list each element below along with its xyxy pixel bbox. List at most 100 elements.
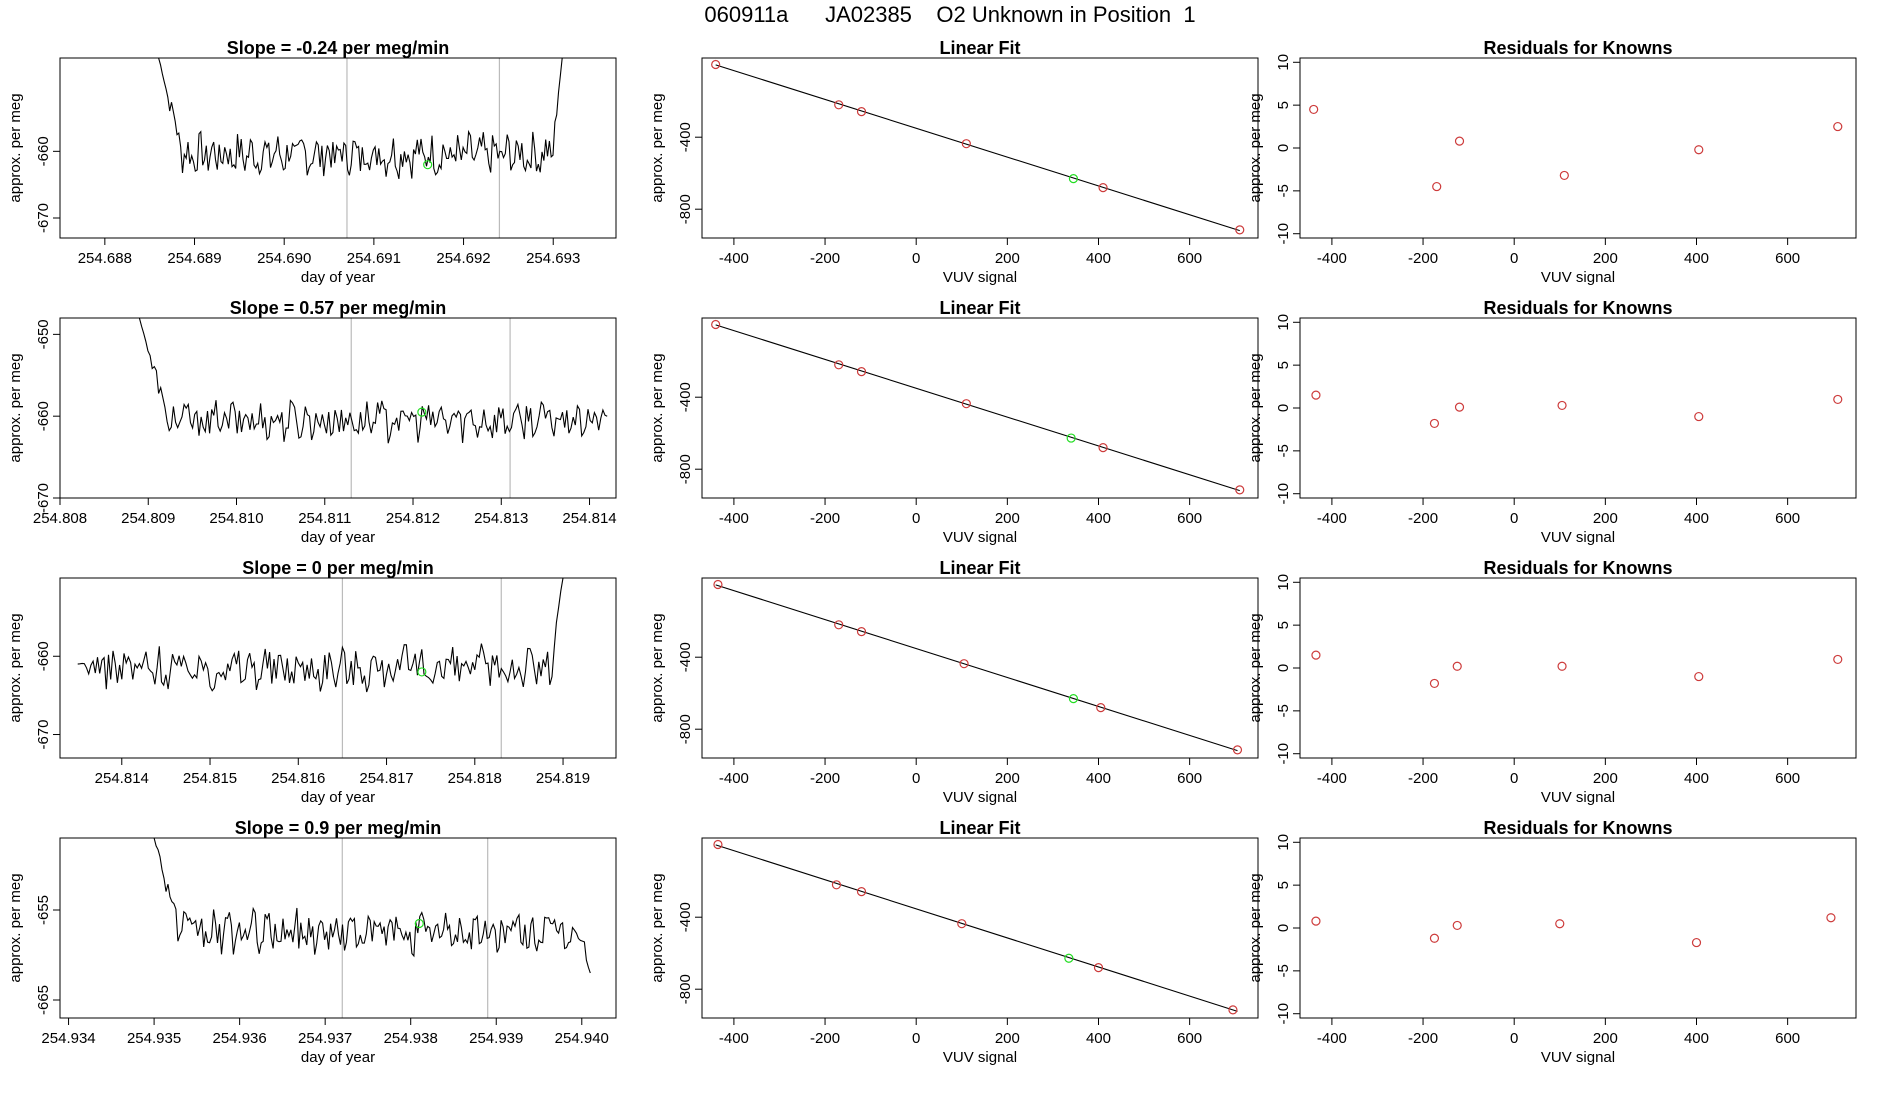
chart-1-unknown-point xyxy=(423,160,433,170)
chart-11-xtick-label: -400 xyxy=(1317,770,1347,787)
chart-10-plot-area xyxy=(1311,390,1843,429)
chart-10-residual-point xyxy=(1429,418,1440,429)
chart-12-xtick-label: 600 xyxy=(1775,1030,1800,1047)
chart-1-xtick-label: 254.688 xyxy=(78,250,132,267)
residuals-3: Residuals for Knowns -400 -200 0 200 400 600 10… xyxy=(1247,558,1857,806)
chart-1-series-trace xyxy=(158,58,563,180)
chart-3-xtick-label: 254.814 xyxy=(95,770,149,787)
chart-12-xtick-label: -200 xyxy=(1408,1030,1438,1047)
chart-9-xtick-label: 600 xyxy=(1775,250,1800,267)
residuals-4: Residuals for Knowns -400 -200 0 200 400 600 10… xyxy=(1247,818,1857,1066)
chart-4-xtick-label: 254.934 xyxy=(41,1030,95,1047)
chart-4-xtick-label: 254.940 xyxy=(555,1030,609,1047)
chart-11-xtick-label: -200 xyxy=(1408,770,1438,787)
chart-2-ytick-label: -660 xyxy=(35,401,52,431)
chart-4-plot-area xyxy=(153,838,591,1018)
chart-4-xtick-label: 254.937 xyxy=(298,1030,352,1047)
chart-4-xtick-label: 254.938 xyxy=(384,1030,438,1047)
chart-12-ytick-label: 0 xyxy=(1275,924,1292,932)
chart-4-xlabel: day of year xyxy=(301,1049,375,1066)
chart-11-residual-point xyxy=(1833,654,1843,665)
chart-7-fit-line xyxy=(715,584,1238,752)
chart-2-xtick-label: 254.814 xyxy=(562,510,616,527)
chart-4-xtick-label: 254.935 xyxy=(127,1030,181,1047)
chart-9-xlabel: VUV signal xyxy=(1541,269,1615,286)
chart-6-xlabel: VUV signal xyxy=(943,529,1017,546)
chart-2-xtick-label: 254.811 xyxy=(298,510,351,527)
chart-9-residual-point xyxy=(1833,121,1843,132)
chart-5-xtick-label: -200 xyxy=(810,250,840,267)
chart-8-plot-area xyxy=(713,839,1238,1015)
chart-11-xtick-label: 0 xyxy=(1510,770,1518,787)
chart-7-plot-frame xyxy=(701,577,1259,759)
chart-9-residual-point xyxy=(1432,181,1442,192)
chart-10-title: Residuals for Knowns xyxy=(1483,298,1672,318)
chart-9-residual-point xyxy=(1694,145,1704,155)
chart-12-residual-point xyxy=(1555,919,1565,929)
chart-2-xtick-label: 254.808 xyxy=(33,510,87,527)
chart-8-title: Linear Fit xyxy=(939,818,1020,838)
chart-7-xtick-label: 0 xyxy=(912,770,920,787)
chart-12-ylabel: approx. per meg xyxy=(1247,873,1264,982)
chart-6-xtick-label: -200 xyxy=(810,510,840,527)
chart-10-xtick-label: -200 xyxy=(1408,510,1438,527)
chart-6-ylabel: approx. per meg xyxy=(649,353,666,462)
chart-7-xtick-label: 200 xyxy=(995,770,1020,787)
chart-4-ylabel: approx. per meg xyxy=(7,873,24,982)
chart-7-xtick-label: -200 xyxy=(810,770,840,787)
chart-9-residual-point xyxy=(1559,170,1569,181)
chart-1-ytick-label: -670 xyxy=(35,203,52,233)
chart-10-ytick-label: -10 xyxy=(1275,483,1292,505)
chart-8-xtick-label: 200 xyxy=(995,1030,1020,1047)
chart-1-ytick-label: -660 xyxy=(35,136,52,166)
chart-4-plot-frame xyxy=(59,837,617,1019)
chart-10-plot-frame xyxy=(1299,317,1857,499)
timeseries-3: Slope = 0 per meg/min 254.814 254.815 254.8… xyxy=(7,558,617,806)
chart-11-xtick-label: 200 xyxy=(1593,770,1618,787)
chart-3-xtick-label: 254.818 xyxy=(448,770,502,787)
chart-9-residual-point xyxy=(1454,136,1465,146)
chart-2-series-trace xyxy=(138,318,608,444)
chart-3-xtick-label: 254.817 xyxy=(359,770,413,787)
chart-6-known-point xyxy=(961,399,971,409)
page-title: 060911a JA02385 O2 Unknown in Position 1 xyxy=(704,2,1196,27)
chart-4-title: Slope = 0.9 per meg/min xyxy=(235,818,442,838)
chart-8-known-point xyxy=(856,887,867,897)
chart-7-known-point xyxy=(1096,702,1106,713)
chart-9-ytick-label: 5 xyxy=(1275,101,1292,109)
timeseries-2: Slope = 0.57 per meg/min 254.808 254.809 25… xyxy=(7,298,617,546)
chart-11-residual-point xyxy=(1452,661,1462,671)
chart-6-xtick-label: -400 xyxy=(719,510,749,527)
chart-8-ytick-label: -400 xyxy=(677,902,694,932)
chart-12-residual-point xyxy=(1452,920,1462,931)
chart-11-plot-area xyxy=(1311,650,1843,689)
chart-1-title: Slope = -0.24 per meg/min xyxy=(227,38,450,58)
chart-5-xtick-label: 400 xyxy=(1086,250,1111,267)
chart-9-ylabel: approx. per meg xyxy=(1247,93,1264,202)
chart-11-title: Residuals for Knowns xyxy=(1483,558,1672,578)
chart-8-known-point xyxy=(713,839,723,850)
chart-1-xtick-label: 254.691 xyxy=(347,250,401,267)
timeseries-4: Slope = 0.9 per meg/min 254.934 254.935 254… xyxy=(7,818,617,1066)
chart-3-ylabel: approx. per meg xyxy=(7,613,24,722)
chart-5-known-point xyxy=(834,100,844,110)
chart-12-title: Residuals for Knowns xyxy=(1483,818,1672,838)
chart-10-residual-point xyxy=(1311,390,1321,400)
chart-1-xtick-label: 254.692 xyxy=(436,250,490,267)
chart-6-known-point xyxy=(1098,443,1108,453)
chart-10-ytick-label: 5 xyxy=(1275,361,1292,369)
chart-5-plot-area xyxy=(711,59,1245,235)
chart-1-xtick-label: 254.690 xyxy=(257,250,311,267)
chart-9-ytick-label: 10 xyxy=(1275,54,1292,71)
chart-8-xtick-label: -200 xyxy=(810,1030,840,1047)
chart-4-ytick-label: -665 xyxy=(35,985,52,1015)
chart-12-plot-area xyxy=(1311,913,1836,948)
chart-8-known-point xyxy=(831,880,842,890)
chart-10-residual-point xyxy=(1694,411,1704,422)
chart-9-xtick-label: 200 xyxy=(1593,250,1618,267)
chart-12-xtick-label: 200 xyxy=(1593,1030,1618,1047)
chart-8-known-point xyxy=(957,919,967,929)
chart-5-ytick-label: -800 xyxy=(677,194,694,224)
chart-5-ytick-label: -400 xyxy=(677,122,694,152)
